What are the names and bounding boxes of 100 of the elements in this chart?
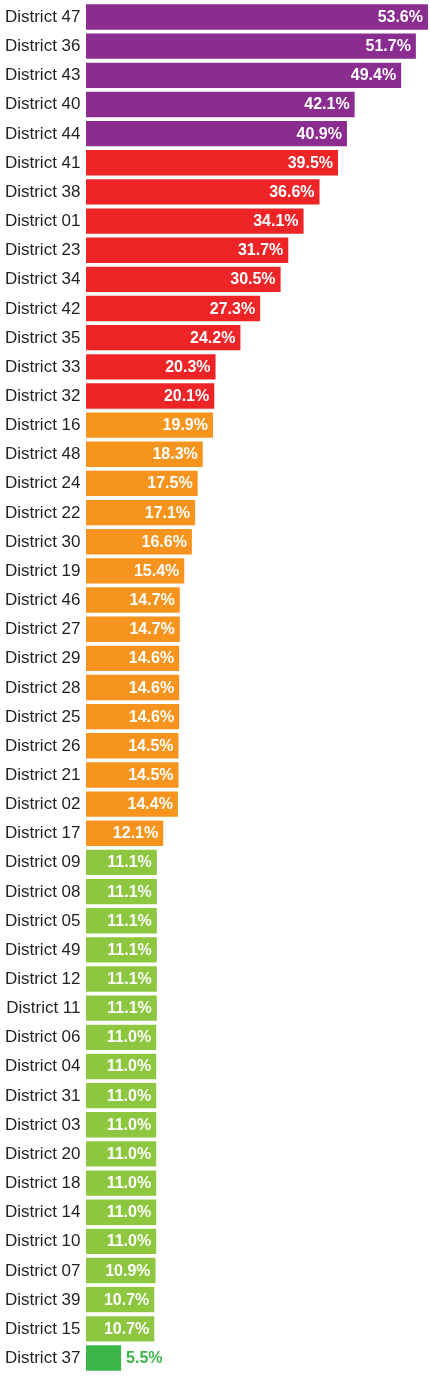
- data-label: 18.3%: [152, 445, 198, 463]
- data-label: 11.1%: [107, 970, 152, 988]
- data-label: 10.7%: [103, 1319, 150, 1337]
- bar: [86, 266, 281, 293]
- y-tick-label: District 15: [4, 1318, 81, 1338]
- y-tick-label: District 22: [4, 502, 81, 522]
- y-tick-label: District 06: [4, 1027, 81, 1047]
- data-label: 11.0%: [106, 1115, 152, 1133]
- y-tick-label: District 44: [4, 123, 81, 143]
- y-tick-label: District 08: [4, 881, 81, 901]
- y-tick-label: District 24: [4, 473, 81, 493]
- y-tick-label: District 38: [4, 181, 81, 201]
- y-tick-label: District 28: [4, 677, 81, 697]
- y-tick-label: District 26: [4, 735, 81, 755]
- data-label: 11.1%: [107, 999, 152, 1017]
- data-label: 34.1%: [253, 212, 299, 230]
- data-label: 14.6%: [128, 678, 175, 696]
- data-label: 11.1%: [107, 940, 152, 958]
- y-tick-label: District 31: [4, 1085, 81, 1105]
- data-label: 15.4%: [133, 561, 180, 579]
- y-tick-label: District 49: [4, 939, 81, 959]
- y-tick-label: District 09: [4, 852, 81, 872]
- y-tick-label: District 43: [4, 65, 81, 85]
- y-tick-label: District 41: [4, 152, 81, 172]
- y-tick-label: District 39: [4, 1289, 81, 1309]
- y-tick-label: District 27: [4, 619, 81, 639]
- data-label: 51.7%: [365, 37, 411, 55]
- bar: [86, 237, 289, 263]
- y-tick-label: District 35: [4, 327, 81, 347]
- data-label: 20.3%: [165, 357, 211, 375]
- bar: [86, 33, 416, 59]
- data-label: 19.9%: [162, 416, 208, 434]
- data-label: 20.1%: [163, 386, 210, 404]
- y-tick-label: District 04: [4, 1056, 81, 1076]
- bar: [86, 412, 213, 438]
- y-tick-label: District 33: [4, 356, 81, 376]
- data-label: 31.7%: [237, 241, 284, 259]
- data-label: 40.9%: [296, 124, 342, 142]
- y-tick-label: District 37: [4, 1347, 81, 1367]
- bar: [86, 208, 304, 234]
- y-tick-label: District 17: [4, 823, 81, 843]
- bar: [86, 587, 180, 613]
- y-tick-label: District 18: [4, 1173, 81, 1193]
- data-label: 12.1%: [112, 824, 159, 842]
- y-tick-label: District 10: [4, 1231, 81, 1251]
- data-label: 11.1%: [107, 853, 152, 871]
- data-label: 36.6%: [269, 182, 315, 200]
- y-tick-label: District 07: [4, 1260, 81, 1280]
- data-label: 11.0%: [106, 1028, 152, 1046]
- data-label: 53.6%: [377, 8, 423, 26]
- data-label: 30.5%: [230, 270, 276, 288]
- y-tick-label: District 25: [4, 706, 81, 726]
- data-label: 16.6%: [141, 532, 187, 550]
- y-tick-label: District 05: [4, 910, 81, 930]
- y-tick-label: District 40: [4, 94, 81, 114]
- data-label: 24.2%: [190, 328, 236, 346]
- bar: [86, 383, 215, 409]
- data-label: 17.1%: [144, 503, 191, 521]
- y-tick-label: District 12: [4, 969, 81, 989]
- data-label: 11.0%: [106, 1086, 152, 1104]
- y-tick-label: District 42: [4, 298, 81, 318]
- bar: [86, 179, 320, 205]
- y-tick-label: District 14: [4, 1202, 81, 1222]
- data-label: 14.7%: [129, 620, 175, 638]
- data-label: 11.0%: [106, 1232, 152, 1250]
- y-tick-label: District 01: [4, 211, 81, 231]
- data-label: 14.6%: [128, 707, 175, 725]
- data-label: 39.5%: [287, 153, 334, 171]
- data-label: 10.7%: [103, 1290, 150, 1308]
- data-label: 11.1%: [107, 882, 152, 900]
- data-label: 17.5%: [147, 474, 193, 492]
- data-label: 14.4%: [127, 795, 173, 813]
- data-label: 14.7%: [129, 591, 175, 609]
- data-label: 14.5%: [128, 765, 174, 783]
- data-label: 11.0%: [106, 1057, 152, 1075]
- y-tick-label: District 48: [4, 444, 81, 464]
- data-label: 14.5%: [128, 736, 174, 754]
- data-label: 5.5%: [126, 1348, 163, 1366]
- data-label: 14.6%: [128, 649, 175, 667]
- bar: [86, 354, 216, 380]
- y-tick-label: District 16: [4, 415, 81, 435]
- y-tick-label: District 19: [4, 560, 81, 580]
- bar: [86, 62, 402, 88]
- y-tick-label: District 34: [4, 269, 81, 289]
- y-tick-label: District 23: [4, 240, 81, 260]
- y-tick-label: District 36: [4, 36, 81, 56]
- y-tick-label: District 03: [4, 1114, 81, 1134]
- y-tick-label: District 02: [4, 794, 81, 814]
- data-label: 27.3%: [209, 299, 256, 317]
- y-tick-label: District 29: [4, 648, 81, 668]
- bar: [86, 325, 241, 351]
- data-label: 11.0%: [106, 1174, 152, 1192]
- y-tick-label: District 30: [4, 531, 81, 551]
- y-tick-label: District 47: [4, 7, 81, 27]
- y-tick-label: District 21: [4, 764, 81, 784]
- bar: [86, 91, 355, 118]
- y-tick-label: District 20: [4, 1143, 81, 1163]
- data-label: 10.9%: [105, 1261, 151, 1279]
- data-label: 11.1%: [107, 911, 152, 929]
- data-label: 11.0%: [106, 1203, 152, 1221]
